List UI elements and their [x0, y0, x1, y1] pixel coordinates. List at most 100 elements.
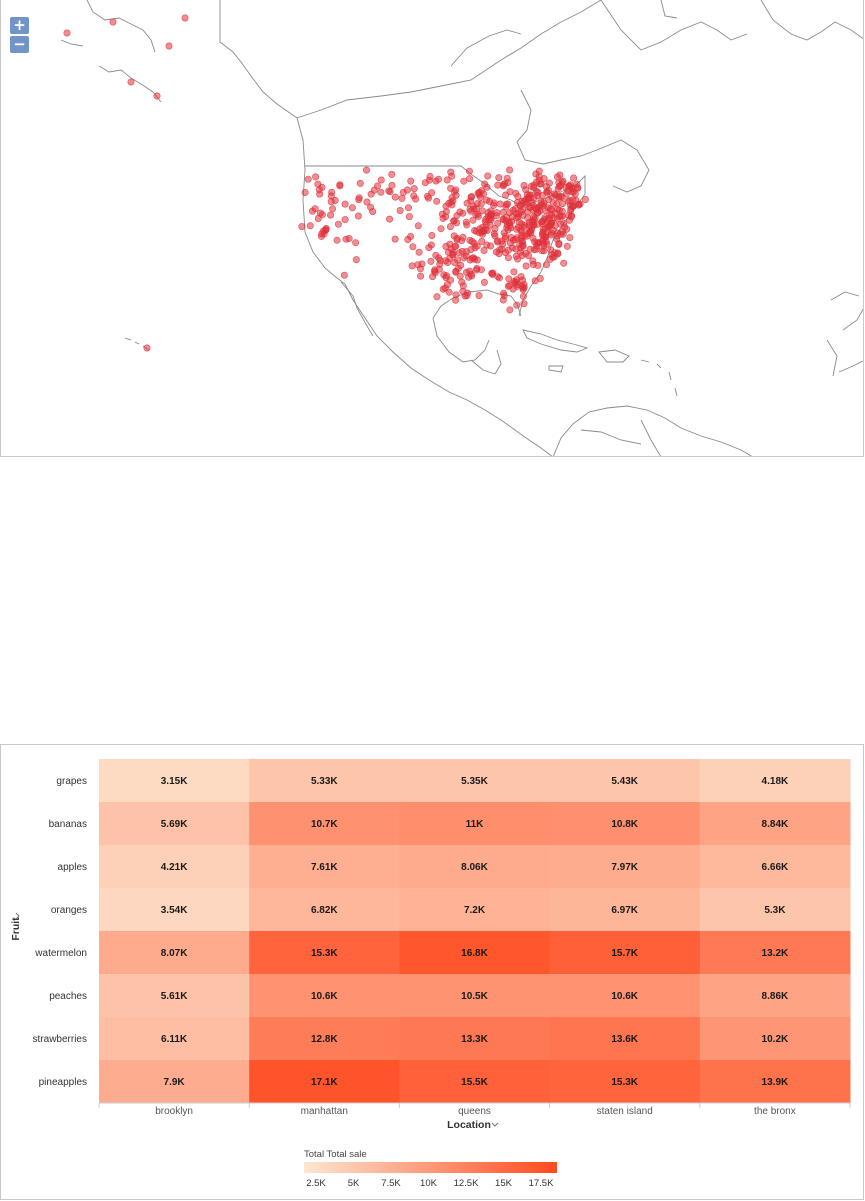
- location-marker[interactable]: [503, 174, 511, 182]
- location-marker[interactable]: [441, 284, 449, 292]
- location-marker[interactable]: [475, 229, 483, 237]
- location-marker[interactable]: [398, 194, 406, 202]
- location-marker[interactable]: [417, 272, 425, 280]
- location-marker[interactable]: [524, 252, 532, 260]
- location-marker[interactable]: [513, 225, 521, 233]
- heatmap-cell[interactable]: [399, 759, 551, 803]
- location-marker[interactable]: [540, 199, 548, 207]
- heatmap-cell[interactable]: [249, 1017, 400, 1061]
- location-marker[interactable]: [298, 223, 306, 231]
- location-marker[interactable]: [538, 220, 546, 228]
- location-marker[interactable]: [563, 242, 571, 250]
- location-marker[interactable]: [373, 182, 381, 190]
- location-marker[interactable]: [558, 193, 566, 201]
- location-marker[interactable]: [495, 174, 503, 182]
- heatmap-cell[interactable]: [549, 974, 701, 1018]
- location-marker[interactable]: [513, 301, 521, 309]
- location-marker[interactable]: [565, 182, 573, 190]
- world-map[interactable]: [1, 0, 864, 457]
- heatmap-cell[interactable]: [99, 759, 250, 803]
- location-marker[interactable]: [399, 188, 407, 196]
- location-marker[interactable]: [463, 292, 471, 300]
- location-marker[interactable]: [570, 174, 578, 182]
- location-marker[interactable]: [475, 291, 483, 299]
- location-marker[interactable]: [518, 282, 526, 290]
- location-marker[interactable]: [504, 200, 512, 208]
- location-marker[interactable]: [543, 188, 551, 196]
- location-marker[interactable]: [314, 180, 322, 188]
- location-marker[interactable]: [506, 306, 514, 314]
- location-marker[interactable]: [423, 192, 431, 200]
- location-marker[interactable]: [312, 173, 320, 181]
- location-marker[interactable]: [545, 179, 553, 187]
- location-marker[interactable]: [558, 207, 566, 215]
- heatmap-cell[interactable]: [249, 1060, 400, 1104]
- location-marker[interactable]: [575, 201, 583, 209]
- location-marker[interactable]: [443, 176, 451, 184]
- location-marker[interactable]: [486, 221, 494, 229]
- location-marker[interactable]: [494, 273, 502, 281]
- location-marker[interactable]: [496, 200, 504, 208]
- location-marker[interactable]: [490, 201, 498, 209]
- location-marker[interactable]: [504, 246, 512, 254]
- location-marker[interactable]: [341, 216, 349, 224]
- location-marker[interactable]: [481, 180, 489, 188]
- location-marker[interactable]: [340, 271, 348, 279]
- location-marker[interactable]: [512, 252, 520, 260]
- location-marker[interactable]: [463, 199, 471, 207]
- location-marker[interactable]: [143, 344, 151, 352]
- location-marker[interactable]: [427, 241, 435, 249]
- location-marker[interactable]: [321, 226, 329, 234]
- location-marker[interactable]: [520, 300, 528, 308]
- heatmap-cell[interactable]: [699, 888, 851, 932]
- location-marker[interactable]: [500, 289, 508, 297]
- location-marker[interactable]: [517, 273, 525, 281]
- map-panel[interactable]: + −: [0, 0, 864, 457]
- location-marker[interactable]: [407, 177, 415, 185]
- location-marker[interactable]: [391, 193, 399, 201]
- location-marker[interactable]: [405, 213, 413, 221]
- heatmap-cell[interactable]: [99, 931, 250, 975]
- location-marker[interactable]: [542, 233, 550, 241]
- location-marker[interactable]: [467, 246, 475, 254]
- heatmap-cell[interactable]: [549, 802, 701, 846]
- location-marker[interactable]: [367, 203, 375, 211]
- location-marker[interactable]: [450, 217, 458, 225]
- location-marker[interactable]: [410, 185, 418, 193]
- location-marker[interactable]: [334, 220, 342, 228]
- location-marker[interactable]: [539, 240, 547, 248]
- location-marker[interactable]: [542, 261, 550, 269]
- location-marker[interactable]: [535, 167, 543, 175]
- location-marker[interactable]: [484, 209, 492, 217]
- location-marker[interactable]: [515, 218, 523, 226]
- location-marker[interactable]: [531, 277, 539, 285]
- heatmap-cell[interactable]: [99, 888, 250, 932]
- location-marker[interactable]: [450, 232, 458, 240]
- location-marker[interactable]: [473, 266, 481, 274]
- location-marker[interactable]: [581, 196, 589, 204]
- location-marker[interactable]: [519, 211, 527, 219]
- location-marker[interactable]: [327, 211, 335, 219]
- location-marker[interactable]: [473, 242, 481, 250]
- location-marker[interactable]: [477, 200, 485, 208]
- heatmap-cell[interactable]: [699, 931, 851, 975]
- location-marker[interactable]: [466, 205, 474, 213]
- location-marker[interactable]: [427, 257, 435, 265]
- location-marker[interactable]: [480, 247, 488, 255]
- location-marker[interactable]: [352, 239, 360, 247]
- location-marker[interactable]: [459, 209, 467, 217]
- location-marker[interactable]: [526, 245, 534, 253]
- location-marker[interactable]: [437, 225, 445, 233]
- location-marker[interactable]: [556, 171, 564, 179]
- location-marker[interactable]: [492, 248, 500, 256]
- heatmap-cell[interactable]: [399, 931, 551, 975]
- location-marker[interactable]: [421, 179, 429, 187]
- location-marker[interactable]: [526, 191, 534, 199]
- heatmap-cell[interactable]: [99, 1017, 250, 1061]
- location-marker[interactable]: [452, 291, 460, 299]
- location-marker[interactable]: [532, 245, 540, 253]
- location-marker[interactable]: [547, 246, 555, 254]
- location-marker[interactable]: [348, 204, 356, 212]
- location-marker[interactable]: [506, 239, 514, 247]
- location-marker[interactable]: [341, 200, 349, 208]
